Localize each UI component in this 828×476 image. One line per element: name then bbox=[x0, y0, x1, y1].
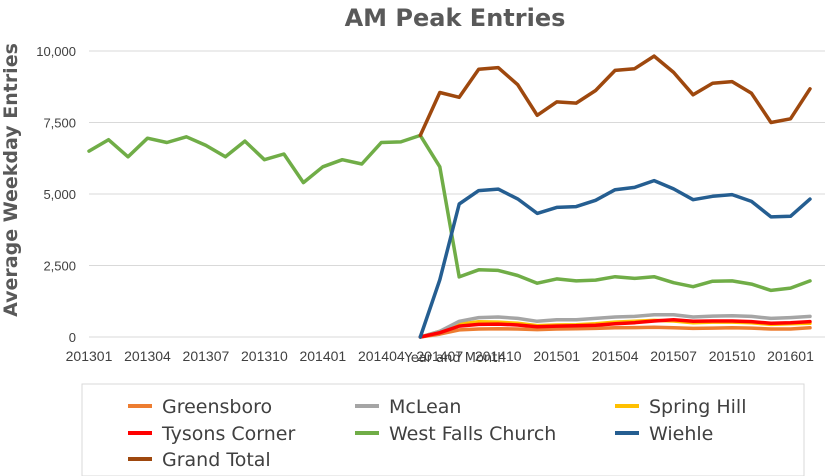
x-tick-label: 201310 bbox=[241, 348, 288, 364]
chart-title: AM Peak Entries bbox=[345, 4, 566, 32]
x-tick-label: 201410 bbox=[475, 348, 522, 364]
series-line-west-falls-church bbox=[87, 133, 812, 293]
x-tick-label: 201407 bbox=[416, 348, 463, 364]
series-line-grand-total bbox=[418, 54, 812, 138]
series-line-wiehle bbox=[418, 178, 812, 339]
y-tick-label: 10,000 bbox=[36, 44, 76, 59]
y-tick-label: 5,000 bbox=[43, 187, 76, 202]
x-tick-label: 201510 bbox=[709, 348, 756, 364]
y-tick-label: 7,500 bbox=[43, 116, 76, 131]
x-tick-label: 201301 bbox=[66, 348, 113, 364]
series-lines bbox=[87, 54, 812, 339]
x-tick-label: 201501 bbox=[533, 348, 580, 364]
x-tick-label: 201307 bbox=[183, 348, 230, 364]
x-tick-label: 201404 bbox=[358, 348, 405, 364]
legend-label: West Falls Church bbox=[389, 423, 556, 445]
y-axis-title: Average Weekday Entries bbox=[0, 43, 22, 317]
x-tick-label: 201507 bbox=[650, 348, 697, 364]
legend-label: McLean bbox=[389, 396, 461, 418]
legend-box bbox=[81, 383, 805, 476]
legend-label: Spring Hill bbox=[649, 396, 746, 418]
series-line-greensboro bbox=[418, 325, 812, 339]
x-axis-ticks: 201301 201304 201307 201310 201401 201404 2014… bbox=[66, 348, 814, 364]
legend-label: Grand Total bbox=[162, 449, 271, 471]
x-axis-title: Year and Month bbox=[404, 351, 506, 366]
legend-label: Tysons Corner bbox=[161, 423, 295, 445]
y-tick-label: 0 bbox=[69, 330, 76, 345]
legend-label: Greensboro bbox=[162, 396, 272, 418]
x-tick-label: 201504 bbox=[592, 348, 639, 364]
y-tick-label: 2,500 bbox=[43, 259, 76, 274]
x-tick-label: 201401 bbox=[299, 348, 346, 364]
x-tick-label: 201601 bbox=[767, 348, 814, 364]
legend-label: Wiehle bbox=[649, 423, 713, 445]
series-line-tysons-corner bbox=[418, 318, 812, 339]
y-axis-title-group: Average Weekday Entries bbox=[0, 43, 22, 317]
y-axis-ticks: 0 2,500 5,000 7,500 10,000 bbox=[36, 44, 825, 345]
x-tick-label: 201304 bbox=[124, 348, 171, 364]
legend: Greensboro McLean Spring Hill Tysons Corner… bbox=[81, 383, 805, 476]
series-line-mclean bbox=[418, 312, 812, 339]
